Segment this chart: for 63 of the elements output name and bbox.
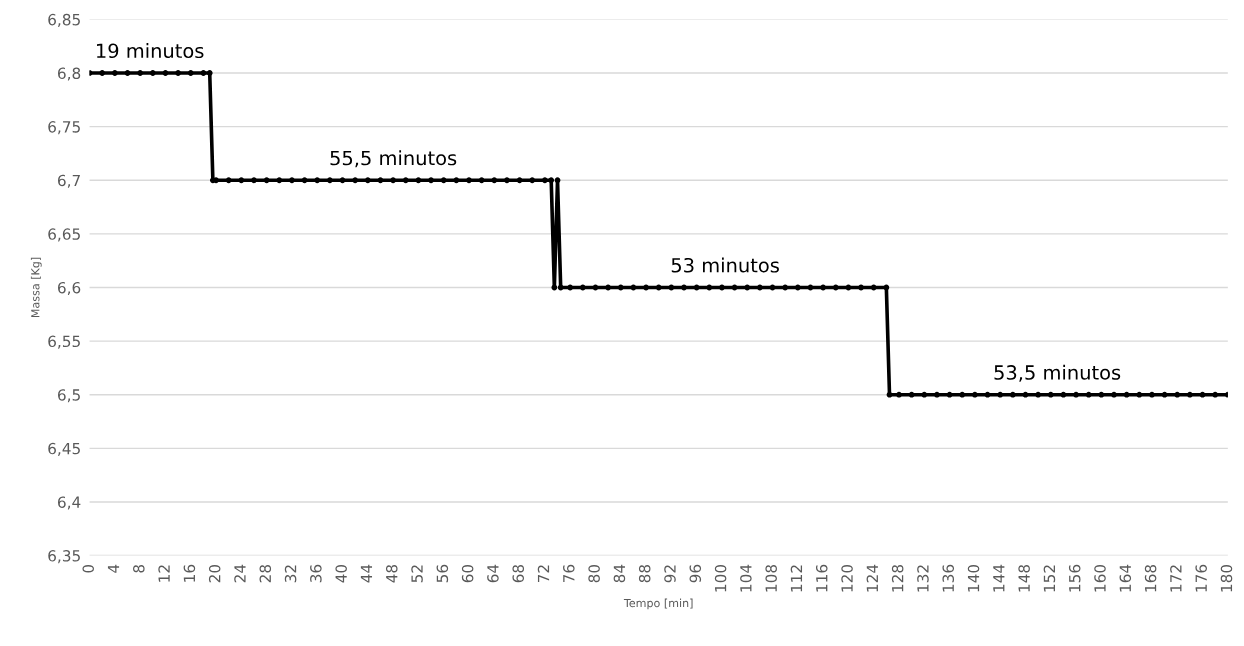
annotation: 55,5 minutos (330, 150, 457, 168)
x-tick-label: 160 (1094, 564, 1106, 592)
x-tick-label: 36 (310, 564, 322, 583)
x-tick-label: 56 (436, 564, 449, 583)
x-tick-label: 40 (335, 564, 347, 583)
x-tick-label: 28 (259, 564, 272, 583)
x-tick-label: 108 (765, 564, 777, 592)
x-tick-label: 120 (841, 564, 853, 592)
x-tick-label: 168 (1144, 564, 1157, 592)
x-tick-label: 32 (284, 565, 297, 583)
x-tick-label: 124 (866, 564, 878, 592)
x-tick-label: 172 (1170, 565, 1182, 592)
y-tick-label: 6,8 (58, 67, 81, 81)
annotation: 53,5 minutos (994, 364, 1121, 382)
x-tick-label: 140 (967, 564, 980, 592)
y-tick-label: 6,65 (48, 228, 80, 242)
x-tick-label: 80 (588, 564, 600, 583)
x-tick-label: 132 (917, 565, 929, 592)
x-tick-label: 24 (234, 564, 246, 583)
x-tick-label: 176 (1195, 564, 1207, 592)
y-axis-title: Massa [Kg] (30, 257, 42, 318)
annotation: 53 minutos (671, 257, 779, 273)
y-tick-label: 6,5 (58, 389, 80, 403)
x-tick-label: 12 (158, 565, 170, 582)
x-tick-label: 148 (1018, 564, 1030, 592)
y-tick-label: 6,4 (58, 496, 81, 510)
x-tick-label: 48 (385, 564, 398, 583)
x-tick-label: 116 (815, 564, 828, 592)
x-tick-label: 96 (689, 564, 702, 583)
x-tick-label: 180 (1220, 564, 1233, 592)
y-tick-label: 6,85 (48, 13, 80, 27)
x-tick-label: 100 (714, 564, 727, 592)
x-tick-label: 16 (183, 564, 196, 582)
x-tick-label: 136 (942, 564, 955, 592)
x-tick-label: 64 (487, 564, 499, 583)
x-tick-label: 84 (613, 564, 626, 583)
x-tick-label: 164 (1119, 564, 1132, 592)
x-tick-label: 72 (537, 565, 550, 583)
x-tick-label: 144 (993, 564, 1005, 592)
x-tick-label: 104 (740, 564, 752, 592)
x-tick-label: 112 (790, 565, 803, 592)
y-tick-label: 6,35 (48, 550, 80, 564)
x-tick-label: 68 (512, 564, 525, 583)
x-tick-label: 152 (1043, 565, 1056, 592)
x-tick-label: 52 (411, 565, 423, 583)
x-tick-label: 0 (82, 564, 94, 573)
x-tick-label: 60 (461, 564, 474, 583)
y-tick-label: 6,45 (48, 442, 80, 456)
y-tick-label: 6,7 (58, 174, 80, 188)
x-tick-label: 20 (208, 564, 221, 583)
x-tick-label: 156 (1068, 564, 1081, 592)
x-tick-label: 8 (133, 564, 145, 573)
x-tick-label: 4 (107, 564, 120, 573)
x-axis-title: Tempo [min] (623, 598, 693, 610)
x-tick-label: 92 (664, 565, 676, 583)
y-tick-label: 6,75 (48, 121, 80, 135)
annotation: 19 minutos (97, 43, 204, 59)
x-tick-label: 88 (638, 564, 651, 583)
x-tick-label: 76 (563, 564, 575, 583)
x-tick-label: 44 (360, 564, 373, 583)
x-tick-label: 128 (891, 564, 904, 592)
y-tick-label: 6,55 (48, 335, 80, 349)
y-tick-label: 6,6 (58, 281, 81, 296)
